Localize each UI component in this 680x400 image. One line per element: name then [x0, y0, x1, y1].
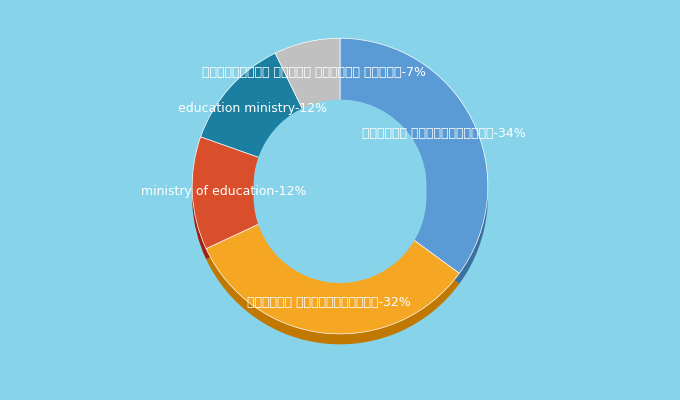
Wedge shape [206, 233, 459, 344]
Text: শিক্ষা মন্ত্রণালয়-32%: শিক্ষা মন্ত্রণালয়-32% [247, 296, 411, 309]
Text: ministry of education-12%: ministry of education-12% [141, 185, 306, 198]
Text: আলাউদ্দিন আহমেদ চৌধুরী নাসিম-7%: আলাউদ্দিন আহমেদ চৌধুরী নাসিম-7% [202, 66, 426, 79]
Wedge shape [340, 49, 488, 284]
Text: শিক্ষা মন্ত্রণালয়-34%: শিক্ষা মন্ত্রণালয়-34% [362, 127, 526, 140]
Wedge shape [201, 64, 303, 168]
Wedge shape [192, 137, 262, 249]
Wedge shape [340, 38, 488, 273]
Circle shape [254, 100, 426, 272]
Wedge shape [206, 222, 459, 334]
Wedge shape [192, 147, 262, 259]
Text: education ministry-12%: education ministry-12% [178, 102, 328, 115]
Circle shape [254, 111, 426, 282]
Wedge shape [201, 53, 303, 158]
Wedge shape [275, 49, 340, 120]
Wedge shape [275, 38, 340, 109]
